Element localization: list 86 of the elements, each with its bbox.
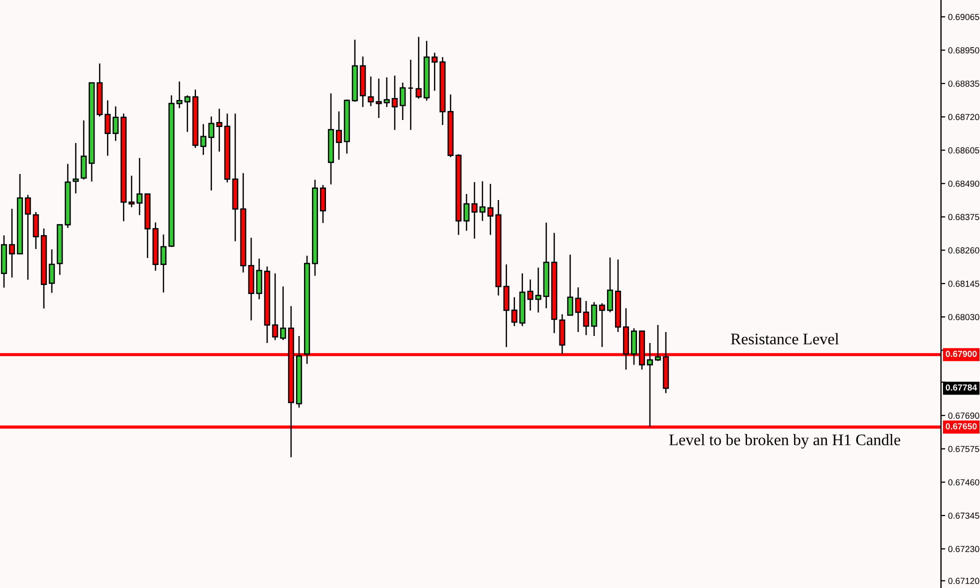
ref-line-label: Resistance Level [730,333,839,344]
candlestick [511,296,518,327]
candlestick [0,234,8,288]
y-tick-label: 0.68260 [948,247,980,254]
annotation: 0.67650 [946,423,977,430]
ref-line-label: Level to be broken by an H1 Candle [669,434,900,449]
candlestick [56,224,63,276]
candlestick [304,255,310,364]
y-tick-label: 0.68145 [948,280,980,287]
candlestick [503,264,510,348]
candlestick [104,100,111,156]
candlestick [208,116,214,192]
candlestick [519,272,526,327]
candlestick [280,286,286,341]
y-tick-label: 0.69065 [948,14,980,20]
y-tick-label: 0.68950 [948,47,980,54]
candlestick [168,94,174,248]
candlestick [599,302,606,348]
candlestick [184,94,190,133]
candlestick [352,39,358,102]
candlestick [583,300,590,336]
y-tick-label: 0.67345 [948,512,980,519]
candlestick [448,94,454,158]
candlestick [360,56,366,108]
candlestick [463,193,470,232]
y-tick-label: 0.67460 [948,479,980,486]
candlestick [312,179,318,276]
y-tick-label: 0.68375 [948,214,980,220]
candlestick [192,88,198,148]
candlestick [32,211,39,250]
candlestick [152,222,159,272]
candlestick [368,76,374,107]
candlestick [296,335,302,408]
candlestick [527,278,534,312]
y-tick-label: 0.67120 [948,578,980,584]
y-tick-label: 0.68490 [948,180,980,187]
y-tick-label: 0.68030 [948,314,980,320]
candlestick [424,40,430,102]
candlestick [256,258,262,300]
candlestick [416,36,422,100]
y-tick-label: 0.68835 [948,80,980,87]
candlestick [328,92,334,186]
candlestick [264,266,270,344]
candlestick [440,56,446,126]
candlestick [160,234,166,294]
candlestick [654,324,661,362]
candlestick [176,80,182,109]
candlestick [607,256,614,313]
candlestick [567,254,574,316]
candlestick [136,157,143,216]
candlestick [591,301,598,337]
y-tick-label: 0.67230 [948,546,980,552]
y-tick-label: 0.68720 [948,114,980,120]
candlestick [128,175,135,208]
candlestick [495,199,502,296]
candlestick [24,194,31,280]
candlestick [216,108,222,152]
candlestick [336,110,342,160]
candlestick [456,154,462,236]
candlestick [48,248,55,294]
candlestick [16,173,23,254]
candlestick [320,184,326,224]
candlestick [200,123,206,156]
candlestick [344,98,350,154]
candlestick [144,193,151,259]
candlestick [408,59,414,131]
candlestick [40,228,47,310]
candlestick [248,237,254,322]
candlestick [630,328,637,366]
candlestick [432,52,438,92]
annotation: 0.67784 [946,384,978,391]
annotation: 0.67900 [946,350,977,357]
y-tick-label: 0.67575 [948,446,980,452]
candlestick [96,62,103,118]
candlestick [615,258,622,333]
candlestick [272,272,278,341]
candlestick [479,180,486,222]
y-tick-label: 0.67690 [948,412,980,419]
y-tick-label: 0.68605 [948,147,980,154]
candlestick [487,183,494,236]
candlestick [112,106,119,142]
candlestick [120,113,127,222]
candlestick [646,342,653,428]
candlestick [8,208,15,278]
candlestick [575,286,582,333]
candlestick [471,181,478,240]
